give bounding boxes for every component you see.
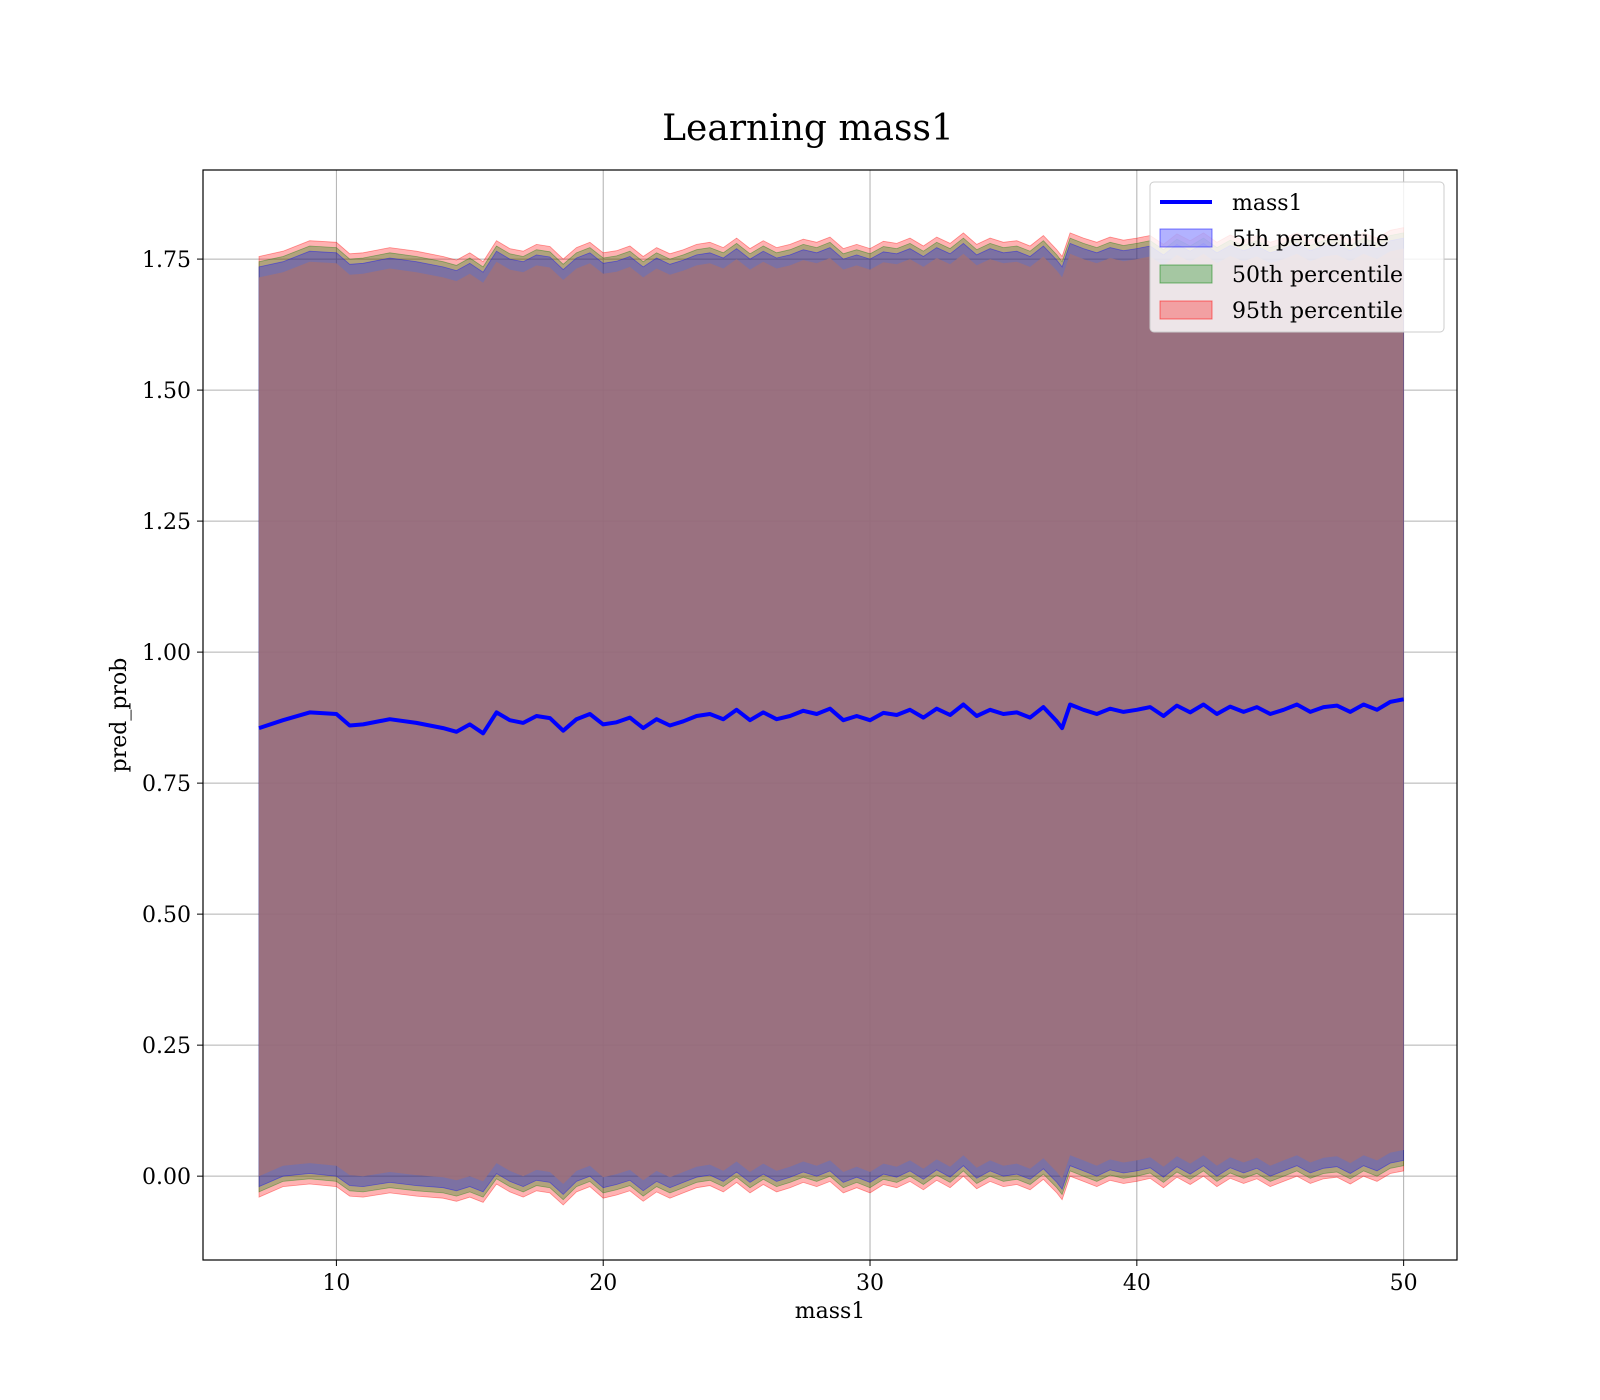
plot-area-frame <box>202 169 1458 1261</box>
percentile-bands <box>258 227 1404 1206</box>
y-tick-label: 1.75 <box>142 248 191 273</box>
legend-band-swatch <box>1159 264 1213 284</box>
y-axis-label: pred_prob <box>107 658 132 773</box>
x-tick-label: 30 <box>856 1271 884 1296</box>
x-axis-label: mass1 <box>795 1299 866 1324</box>
legend-label: 5th percentile <box>1232 227 1389 252</box>
y-tick-label: 0.00 <box>142 1165 191 1190</box>
x-tick-label: 20 <box>589 1271 617 1296</box>
x-tick-label: 40 <box>1123 1271 1151 1296</box>
y-tick-label: 1.00 <box>142 641 191 666</box>
y-tick-label: 0.75 <box>142 772 191 797</box>
band-overlap-interior <box>259 248 1404 1185</box>
series-line-mass1 <box>258 697 1404 736</box>
y-tick-label: 1.50 <box>142 379 191 404</box>
legend-box <box>1149 181 1445 333</box>
y-tick-label: 0.50 <box>142 903 191 928</box>
legend-label: mass1 <box>1232 191 1303 216</box>
legend-band-swatch <box>1159 228 1213 248</box>
y-tick-label: 1.25 <box>142 510 191 535</box>
y-axis-ticks: 0.00 0.25 0.50 0.75 1.00 1.25 1.50 1.75 <box>142 248 203 1190</box>
legend-band-swatch <box>1159 300 1213 320</box>
legend-label: 95th percentile <box>1232 299 1403 324</box>
x-axis-ticks: 10 20 30 40 50 <box>322 1260 1418 1296</box>
x-tick-label: 50 <box>1390 1271 1418 1296</box>
y-tick-label: 0.25 <box>142 1034 191 1059</box>
x-tick-label: 10 <box>322 1271 350 1296</box>
legend: mass1 5th percentile 50th percentile 95th p… <box>1149 181 1445 333</box>
chart-title: Learning mass1 <box>662 108 954 149</box>
series-lines <box>258 697 1404 736</box>
legend-label: 50th percentile <box>1232 263 1403 288</box>
